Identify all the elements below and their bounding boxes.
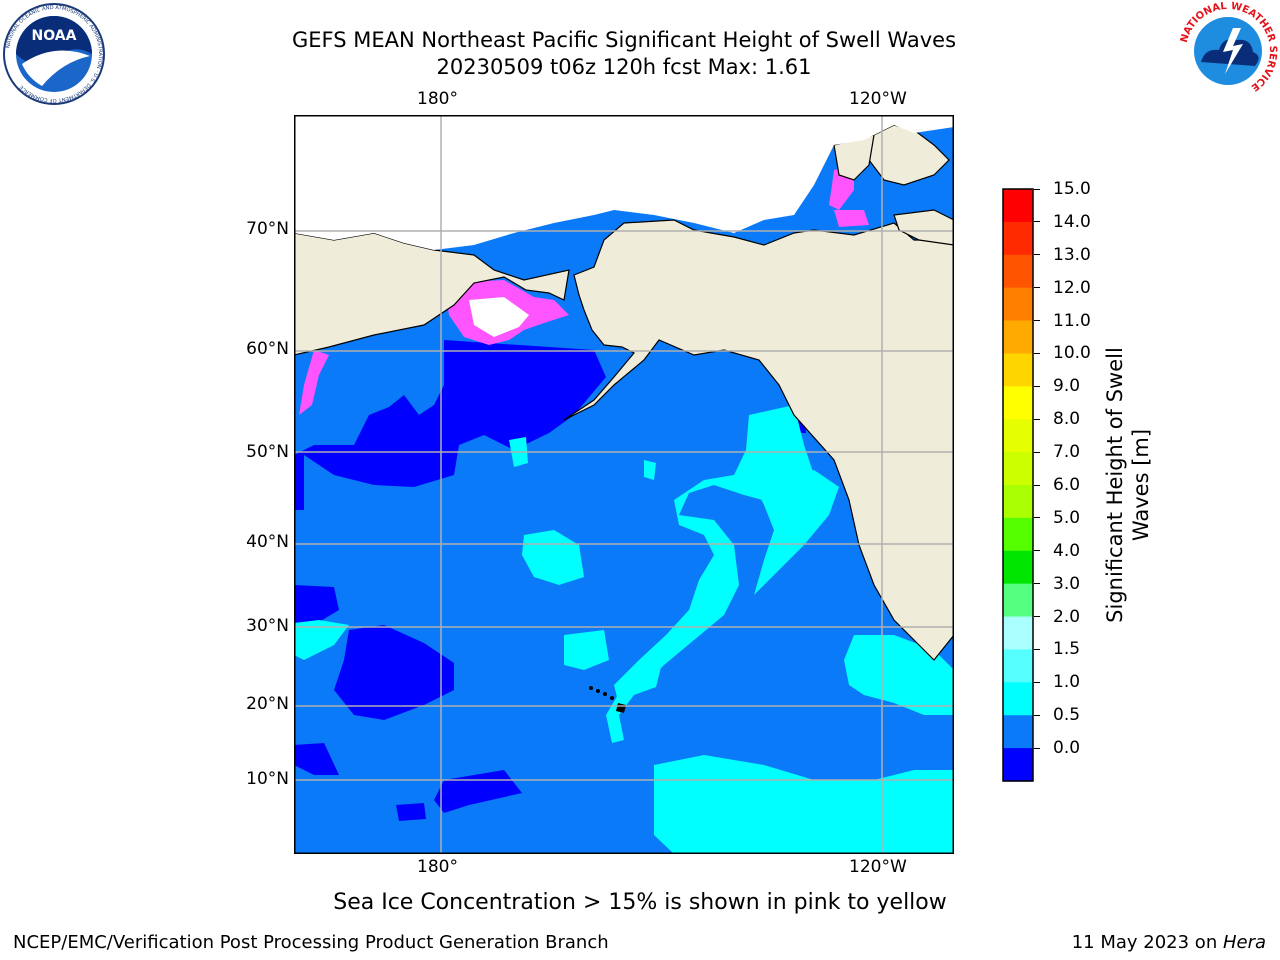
noaa-logo: NOAA NATIONAL OCEANIC AND ATMOSPHERIC AD… [3, 3, 105, 105]
colorbar-tick-mark [1034, 254, 1040, 256]
colorbar-segment [1003, 452, 1033, 486]
lon-label-top-120w: 120°W [849, 89, 907, 109]
colorbar-segment [1003, 748, 1033, 782]
colorbar-segment [1003, 386, 1033, 420]
colorbar-segment [1003, 583, 1033, 618]
lon-label-bottom-120w: 120°W [849, 857, 907, 877]
lon-label-top-180: 180° [417, 89, 458, 109]
colorbar-tick-mark [1034, 385, 1040, 387]
colorbar [1002, 188, 1034, 782]
colorbar-tick-label: 15.0 [1053, 179, 1091, 199]
colorbar-tick-mark [1034, 517, 1040, 519]
lat-label-60n: 60°N [246, 339, 289, 359]
colorbar-segment [1003, 254, 1033, 289]
lon-label-bottom-180: 180° [417, 857, 458, 877]
colorbar-segment [1003, 649, 1033, 683]
colorbar-tick-label: 0.5 [1053, 705, 1081, 726]
map-panel [294, 115, 954, 854]
colorbar-tick-label: 5.0 [1053, 507, 1081, 528]
colorbar-tick-label: 12.0 [1053, 277, 1091, 298]
colorbar-tick-mark [1034, 747, 1040, 749]
colorbar-tick-label: 14.0 [1053, 211, 1091, 232]
graticule [294, 115, 954, 854]
ice-free-pockets [469, 297, 529, 337]
colorbar-tick-label: 1.0 [1053, 672, 1081, 693]
colorbar-tick-mark [1034, 320, 1040, 322]
colorbar-tick-mark [1034, 616, 1040, 618]
colorbar-tick-mark [1034, 418, 1040, 420]
colorbar-segment [1003, 616, 1033, 651]
colorbar-segment [1003, 287, 1033, 322]
chart-title: GEFS MEAN Northeast Pacific Significant … [291, 28, 957, 52]
colorbar-segment [1003, 517, 1033, 552]
colorbar-segment [1003, 221, 1033, 256]
colorbar-tick-label: 11.0 [1053, 310, 1091, 331]
lat-label-30n: 30°N [246, 616, 289, 636]
colorbar-tick-mark [1034, 484, 1040, 486]
low-swell-regions [294, 340, 806, 821]
colorbar-tick-mark [1034, 648, 1040, 650]
colorbar-segment [1003, 320, 1033, 355]
colorbar-tick-mark [1034, 714, 1040, 716]
colorbar-tick-label: 6.0 [1053, 475, 1081, 495]
footer-date: 11 May 2023 on Hera [1072, 932, 1266, 953]
lat-label-70n: 70°N [246, 219, 289, 239]
colorbar-tick-label: 8.0 [1053, 409, 1081, 430]
colorbar-tick-mark [1034, 221, 1040, 223]
footer-branch: NCEP/EMC/Verification Post Processing Pr… [13, 932, 609, 953]
colorbar-title: Significant Height of Swell Waves [m] [1102, 295, 1154, 675]
colorbar-tick-label: 10.0 [1053, 343, 1091, 364]
colorbar-segment [1003, 353, 1033, 387]
colorbar-segment [1003, 715, 1033, 749]
colorbar-tick-label: 1.5 [1053, 639, 1081, 660]
colorbar-tick-mark [1034, 188, 1040, 190]
colorbar-title-line1: Significant Height of Swell [1103, 347, 1127, 623]
colorbar-segment [1003, 419, 1033, 453]
nws-logo: NATIONAL WEATHER SERVICE [1179, 1, 1278, 100]
colorbar-tick-label: 7.0 [1053, 442, 1081, 463]
lat-label-40n: 40°N [246, 532, 289, 552]
colorbar-tick-mark [1034, 583, 1040, 585]
colorbar-tick-label: 0.0 [1053, 738, 1081, 759]
colorbar-tick-label: 9.0 [1053, 376, 1081, 397]
colorbar-tick-mark [1034, 287, 1040, 289]
colorbar-tick-mark [1034, 451, 1040, 453]
colorbar-tick-mark [1034, 681, 1040, 683]
lat-label-20n: 20°N [246, 694, 289, 714]
colorbar-title-line2: Waves [m] [1129, 428, 1153, 542]
arctic-no-data [294, 115, 954, 250]
noaa-text: NOAA [32, 28, 77, 44]
colorbar-tick-mark [1034, 550, 1040, 552]
footer-date-text: 11 May 2023 on [1071, 932, 1223, 953]
colorbar-tick-label: 4.0 [1053, 540, 1081, 561]
colorbar-segment [1003, 485, 1033, 519]
colorbar-tick-label: 2.0 [1053, 606, 1081, 627]
lat-label-50n: 50°N [246, 442, 289, 462]
colorbar-segment [1003, 550, 1033, 585]
sea-ice-note: Sea Ice Concentration > 15% is shown in … [333, 890, 947, 915]
colorbar-tick-label: 3.0 [1053, 573, 1081, 594]
colorbar-frame [1002, 188, 1034, 782]
colorbar-segment [1003, 682, 1033, 716]
footer-machine: Hera [1222, 932, 1266, 953]
colorbar-tick-label: 13.0 [1053, 244, 1091, 265]
map-frame [294, 115, 954, 854]
chart-subtitle: 20230509 t06z 120h fcst Max: 1.61 [436, 55, 812, 79]
colorbar-segment [1003, 189, 1033, 223]
lat-label-10n: 10°N [246, 769, 289, 789]
colorbar-tick-mark [1034, 352, 1040, 354]
